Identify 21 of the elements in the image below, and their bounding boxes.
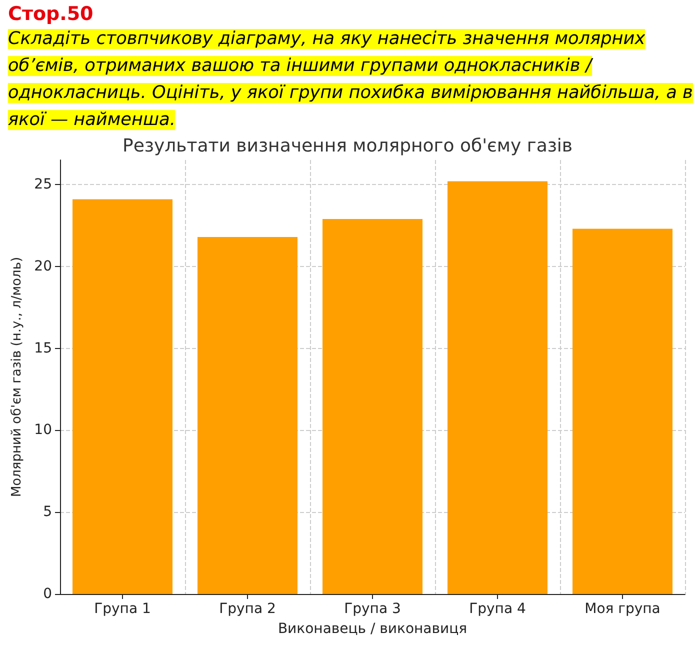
y-tick-label: 25: [34, 176, 52, 193]
y-axis-title: Молярний об'єм газів (н.у., л/моль): [9, 256, 24, 498]
y-tick-label: 10: [34, 422, 52, 438]
x-tick-label: Група 4: [469, 601, 526, 617]
chart-title: Результати визначення молярного об'єму газів: [122, 136, 573, 156]
bar: [72, 199, 172, 594]
x-axis-title: Виконавець / виконавиця: [278, 621, 468, 637]
bar: [322, 218, 422, 594]
y-tick-label: 5: [43, 504, 52, 520]
bar: [572, 228, 672, 594]
x-tick-label: Група 3: [344, 601, 401, 617]
y-tick-label: 20: [34, 258, 52, 274]
y-tick-label: 0: [43, 586, 52, 602]
bar: [448, 181, 548, 594]
y-tick-label: 15: [34, 340, 52, 356]
text: Стор.50: [8, 2, 94, 26]
bar: [198, 236, 298, 594]
text: Складіть стовпчикову діаграму, на яку нанесіть значення молярних об’ємів, отриманих вашою та іншими групами однокласників / однокласниць. Оцініть, у якої групи похибка вимірювання найбільша, а в якої — найменша.: [8, 29, 693, 130]
x-tick-label: Група 2: [219, 601, 276, 617]
x-tick-label: Група 1: [94, 601, 151, 617]
x-tick-label: Моя група: [584, 601, 660, 617]
